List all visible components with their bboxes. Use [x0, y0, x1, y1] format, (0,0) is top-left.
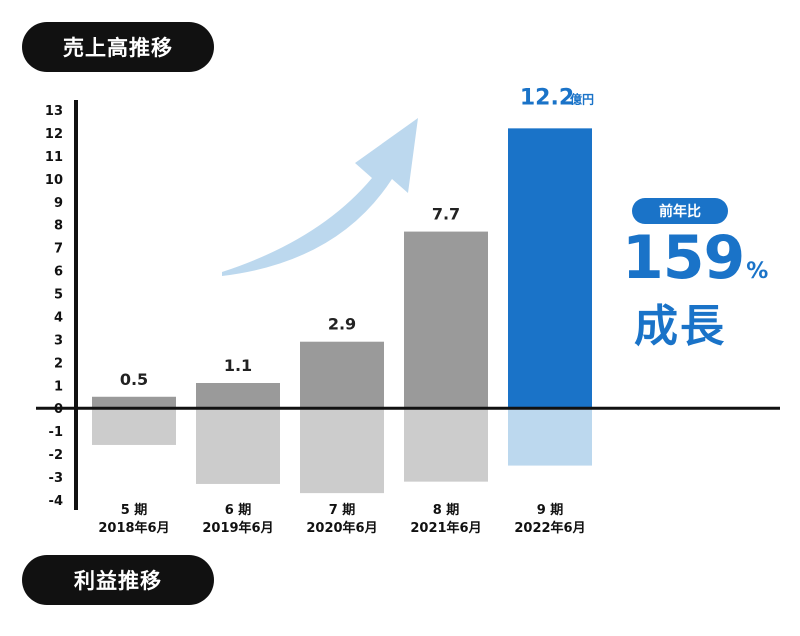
bar-value-label: 7.7	[432, 205, 460, 224]
bar-value-label: 2.9	[328, 315, 356, 334]
y-tick-label: 11	[45, 150, 63, 165]
y-tick-label: 7	[54, 242, 63, 257]
sales-bar	[300, 341, 384, 409]
profit-trend-label: 利益推移	[22, 555, 214, 605]
x-tick-label-date: 2021年6月	[410, 520, 481, 536]
sales-bar	[196, 383, 280, 409]
y-tick-label: 1	[54, 379, 63, 394]
x-tick-label-period: 8 期	[433, 503, 460, 518]
profit-bar	[196, 408, 280, 484]
y-tick-label: 0	[54, 402, 63, 417]
x-tick-label-period: 9 期	[537, 503, 564, 518]
growth-number: 159	[622, 223, 745, 293]
y-tick-label: 4	[54, 310, 63, 325]
bar-value-label: 1.1	[224, 356, 252, 375]
yoy-badge: 前年比	[632, 198, 728, 224]
y-tick-label: -3	[49, 471, 63, 486]
y-tick-label: 12	[45, 127, 63, 142]
sales-bar	[92, 396, 176, 409]
growth-arrow-icon	[222, 118, 418, 276]
y-tick-label: -2	[49, 448, 63, 463]
y-tick-label: 2	[54, 356, 63, 371]
y-tick-label: -4	[49, 494, 63, 509]
x-tick-label-date: 2022年6月	[514, 520, 585, 536]
bar-value-label: 0.5	[120, 370, 148, 389]
y-tick-label: 8	[54, 219, 63, 234]
y-tick-label: 13	[45, 104, 63, 119]
profit-bar	[508, 408, 592, 466]
growth-unit: %	[746, 259, 769, 284]
x-tick-label-date: 2018年6月	[98, 520, 169, 536]
sales-bar	[508, 128, 592, 409]
profit-bar	[300, 408, 384, 494]
y-tick-label: 10	[45, 173, 63, 188]
highlight-value-unit: 億円	[570, 91, 594, 106]
y-tick-label: 6	[54, 265, 63, 280]
growth-word: 成長	[634, 301, 726, 352]
y-tick-label: 3	[54, 333, 63, 348]
x-tick-label-period: 6 期	[225, 503, 252, 518]
x-tick-label-period: 7 期	[329, 503, 356, 518]
x-tick-label-date: 2020年6月	[306, 520, 377, 536]
sales-bar	[404, 231, 488, 409]
sales-trend-label: 売上高推移	[22, 22, 214, 72]
y-tick-label: -1	[49, 425, 63, 440]
growth-rate: 159%	[622, 228, 768, 288]
y-tick-label: 9	[54, 196, 63, 211]
profit-bar	[404, 408, 488, 482]
x-tick-label-period: 5 期	[121, 503, 148, 518]
y-tick-label: 5	[54, 288, 63, 303]
x-tick-label-date: 2019年6月	[202, 520, 273, 536]
profit-bar	[92, 408, 176, 445]
highlight-value-label: 12.2	[520, 85, 574, 110]
